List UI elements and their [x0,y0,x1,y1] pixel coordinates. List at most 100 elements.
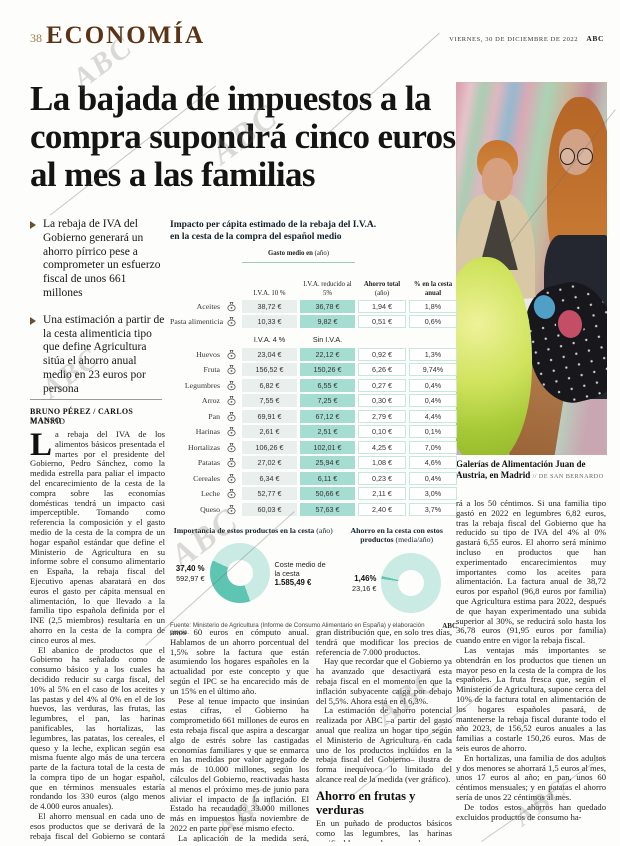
arroz-icon [223,395,239,406]
patatas-icon [223,457,239,468]
queso-icon [223,504,239,515]
cell-ahorro: 0,10 € [358,425,406,439]
photo-cabbage [456,257,532,455]
product-label: Patatas [197,458,220,468]
cell-iva-after: 6,11 € [300,471,355,485]
byline: BRUNO PÉREZ / CARLOS MANSO [30,407,134,425]
leche-icon [223,488,239,499]
cell-pct: 3,7% [409,502,457,516]
cell-iva-after: 7,25 € [300,394,355,408]
cell-pct: 0,4% [409,394,457,408]
summary-bullets: La rebaja de IVA del Gobierno generará u… [30,218,166,410]
cell-ahorro: 4,25 € [358,440,406,454]
product-label: Arroz [201,396,220,406]
cell-iva-before: 52,77 € [242,487,297,501]
photo-person-left-face [481,158,514,202]
product-label: Pasta alimenticia [170,317,224,327]
section-subhead: Ahorro en frutas y verduras [316,788,416,817]
cell-iva-after: 36,78 € [300,299,355,313]
photo-glasses-lens-left [559,147,576,166]
table-row: Harinas 2,61 € 2,51 € 0,10 € 0,1% [170,425,457,439]
table-row: Queso 60,03 € 57,63 € 2,40 € 3,7% [170,502,457,516]
brand-logo: ABC [586,34,604,43]
paragraph: En un puñado de productos básicos como l… [316,818,452,842]
hortalizas-icon [223,442,239,453]
cell-pct: 0,4% [409,471,457,485]
table-row: Legumbres 6,82 € 6,55 € 0,27 € 0,4% [170,378,457,392]
cell-iva-after: 150,26 € [300,363,355,377]
section-title: ECONOMÍA [46,22,206,49]
infographic-title: Impacto per cápita estimado de la rebaja… [170,220,457,244]
cell-ahorro: 0,92 € [358,347,406,361]
table-header: Gasto medio en (año) I.V.A. 10 % I.V.A. … [170,250,457,300]
cell-ahorro: 2,79 € [358,409,406,423]
photo-glasses-lens-right [577,147,593,166]
product-label: Harinas [195,427,220,437]
paragraph: El abanico de productos que el Gobierno … [30,644,165,812]
donut-importancia-value-label: 37,40 % 592,97 € [175,564,205,583]
drop-cap: L [30,430,53,463]
table-group-rule [242,261,355,263]
pan-icon [223,411,239,422]
cell-pct: 0,4% [409,378,457,392]
page-number: 38 [30,31,42,45]
cell-ahorro: 6,26 € [358,363,406,377]
fruta-icon [223,364,239,375]
cell-iva-before: 27,02 € [242,456,297,470]
cell-pct: 1,3% [409,347,457,361]
cell-iva-after: 25,94 € [300,456,355,470]
cell-ahorro: 0,23 € [358,471,406,485]
subheader-sin-iva: Sin I.V.A. [312,334,343,344]
table-row: Patatas 27,02 € 25,94 € 1,08 € 4,6% [170,456,457,470]
summary-bullet-1: La rebaja de IVA del Gobierno generará u… [30,218,166,301]
cell-iva-after: 67,12 € [300,409,355,423]
cell-pct: 4,6% [409,456,457,470]
donut-ahorro-title: Ahorro en la cesta con estos productos (… [350,525,443,545]
legumbres-icon [223,380,239,391]
product-label: Legumbres [184,380,220,390]
table-row: Pan 69,91 € 67,12 € 2,79 € 4,4% [170,409,457,423]
bullet-arrow-icon [30,316,36,325]
donut-ahorro-value-label: 1,46% 23,16 € [352,573,377,593]
cell-pct: 4,4% [409,409,457,423]
donut-importancia-title: Importancia de estos productos en la ces… [173,525,333,535]
cell-pct: 3,0% [409,487,457,501]
table-row: Cereales 6,34 € 6,11 € 0,23 € 0,4% [170,471,457,485]
product-label: Pan [208,411,220,421]
byline-city: MADRID [30,417,66,426]
cell-iva-before: 156,52 € [242,363,297,377]
body-column-3: gran distribución que, en solo tres días… [316,628,452,842]
cell-iva-before: 2,61 € [242,425,297,439]
cell-pct: 7,0% [409,440,457,454]
harinas-icon [223,426,239,437]
cell-ahorro: 0,27 € [358,378,406,392]
cell-iva-after: 57,63 € [300,502,355,516]
huevos-icon [223,349,239,360]
table-row: Arroz 7,55 € 7,25 € 0,30 € 0,4% [170,394,457,408]
column-header-ahorro: Ahorro total (año) [363,281,401,297]
donut-chart-importancia [209,543,270,604]
source-brand: ABC [442,622,457,631]
date-text: VIERNES, 30 DE DICIEMBRE DE 2022 [449,36,579,43]
donut-chart-ahorro [381,553,442,614]
source-text: Fuente: Ministerio de Agricultura (Infor… [170,622,425,637]
rail-divider [30,399,162,400]
donut-importancia-block: Importancia de estos productos en la ces… [170,526,336,613]
table-row: Huevos 23,04 € 22,12 € 0,92 € 1,3% [170,347,457,361]
photo-credit: // DE SAN BERNARDO [532,473,604,481]
cell-pct: 9,74% [409,363,457,377]
infographic-source: Fuente: Ministerio de Agricultura (Infor… [170,622,457,636]
table-rows-iva4: Huevos 23,04 € 22,12 € 0,92 € 1,3% Fruta… [170,347,457,516]
cell-iva-after: 9,82 € [300,315,355,329]
cell-iva-before: 7,55 € [242,394,297,408]
column-header-iva5: I.V.A. reducido al 5% [303,281,352,297]
photo-caption-text: Galerías de Alimentación Juan de Austria… [456,459,586,481]
cell-iva-before: 23,04 € [242,347,297,361]
cell-pct: 0,6% [409,315,457,329]
table-row: Hortalizas 106,26 € 102,01 € 4,25 € 7,0% [170,440,457,454]
paragraph: rá a los 50 céntimos. Si una familia tip… [456,499,606,646]
photo-caption: Galerías de Alimentación Juan de Austria… [456,459,606,482]
paragraph: En hortalizas, una familia de dos adulto… [456,752,606,802]
donut-importancia-total-label: Coste medio de la cesta 1.585,49 € [274,559,326,587]
